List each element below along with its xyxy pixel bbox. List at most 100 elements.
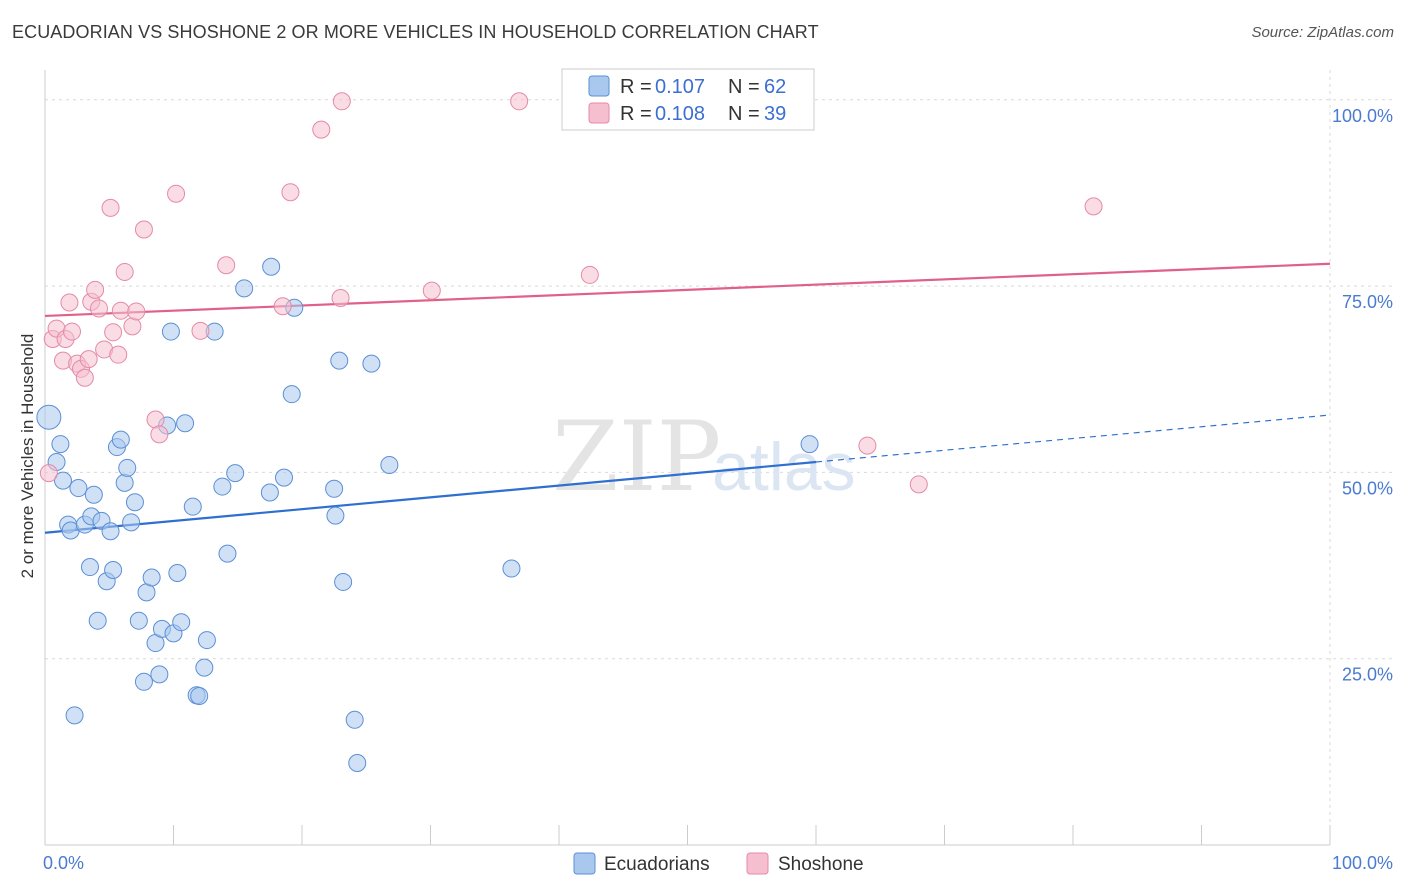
- point-shoshone-31: [331, 289, 350, 308]
- point-shoshone-0: [39, 464, 58, 483]
- point-shoshone-38: [1084, 197, 1103, 216]
- point-ecuadorians-38: [190, 686, 209, 705]
- point-ecuadorians-9: [80, 558, 99, 577]
- point-shoshone-24: [150, 425, 169, 444]
- point-ecuadorians-24: [134, 672, 153, 691]
- point-shoshone-23: [146, 410, 165, 429]
- chart-title: ECUADORIAN VS SHOSHONE 2 OR MORE VEHICLE…: [12, 22, 819, 42]
- point-shoshone-37: [909, 475, 928, 494]
- point-ecuadorians-57: [362, 354, 381, 373]
- trend-line-ecuadorians: [44, 460, 817, 534]
- point-shoshone-22: [134, 220, 153, 239]
- point-shoshone-18: [111, 301, 130, 320]
- point-ecuadorians-20: [118, 458, 137, 477]
- point-ecuadorians-0: [36, 404, 62, 430]
- point-ecuadorians-31: [161, 322, 180, 341]
- y-tick-label-1: 50.0%: [1342, 478, 1393, 498]
- point-shoshone-29: [281, 183, 300, 202]
- point-ecuadorians-58: [380, 455, 399, 474]
- point-shoshone-21: [127, 302, 146, 321]
- point-shoshone-32: [332, 92, 351, 111]
- legend-n-label-1: N =: [728, 76, 760, 98]
- point-shoshone-6: [62, 322, 81, 341]
- point-ecuadorians-33: [168, 564, 187, 583]
- point-ecuadorians-47: [262, 257, 281, 276]
- point-ecuadorians-50: [282, 385, 301, 404]
- legend-n-label-2: N =: [728, 103, 760, 125]
- point-shoshone-13: [89, 299, 108, 318]
- point-shoshone-35: [580, 265, 599, 284]
- point-ecuadorians-12: [88, 611, 107, 630]
- point-ecuadorians-53: [330, 351, 349, 370]
- legend-r-value-2: 0.108: [655, 103, 705, 125]
- point-shoshone-9: [75, 368, 94, 387]
- point-ecuadorians-59: [502, 559, 521, 578]
- legend-n-value-1: 62: [764, 76, 786, 98]
- point-ecuadorians-55: [345, 710, 364, 729]
- point-ecuadorians-51: [325, 479, 344, 498]
- point-ecuadorians-35: [176, 414, 195, 433]
- data-points: [36, 92, 1103, 773]
- point-ecuadorians-19: [115, 473, 134, 492]
- point-ecuadorians-45: [235, 279, 254, 298]
- point-ecuadorians-6: [65, 706, 84, 725]
- y-tick-label-2: 75.0%: [1342, 292, 1393, 312]
- source-label: Source: ZipAtlas.com: [1251, 24, 1394, 41]
- x-tick-labels: 0.0% 100.0%: [43, 853, 1393, 873]
- point-shoshone-20: [123, 317, 142, 336]
- point-ecuadorians-23: [129, 611, 148, 630]
- point-ecuadorians-43: [218, 544, 237, 563]
- point-ecuadorians-2: [51, 435, 70, 454]
- point-shoshone-36: [858, 436, 877, 455]
- point-shoshone-17: [109, 345, 128, 364]
- point-ecuadorians-52: [326, 506, 345, 525]
- legend-n-value-2: 39: [764, 103, 786, 125]
- point-ecuadorians-42: [213, 477, 232, 496]
- point-ecuadorians-34: [172, 613, 191, 632]
- point-ecuadorians-15: [101, 522, 120, 541]
- point-shoshone-25: [167, 184, 186, 203]
- point-shoshone-30: [312, 120, 331, 139]
- point-ecuadorians-7: [69, 479, 88, 498]
- point-shoshone-5: [60, 293, 79, 312]
- point-ecuadorians-56: [348, 754, 367, 773]
- point-shoshone-27: [217, 256, 236, 275]
- point-ecuadorians-28: [150, 665, 169, 684]
- series-legend: Ecuadorians Shoshone: [573, 852, 864, 875]
- legend-swatch-shoshone: [588, 102, 610, 124]
- point-ecuadorians-16: [104, 561, 123, 580]
- point-shoshone-34: [510, 92, 529, 111]
- y-tick-label-3: 100.0%: [1332, 106, 1393, 126]
- point-ecuadorians-46: [260, 483, 279, 502]
- watermark-zip: ZIP: [552, 401, 721, 513]
- legend-r-label-2: R =: [620, 103, 652, 125]
- legend-swatch-ecuadorians: [588, 75, 610, 97]
- trend-line-ecuadorians-extension: [815, 414, 1331, 463]
- series-legend-swatch-shoshone: [746, 852, 769, 875]
- point-shoshone-16: [104, 323, 123, 342]
- point-ecuadorians-22: [125, 493, 144, 512]
- point-ecuadorians-21: [122, 513, 141, 532]
- y-axis-title: 2 or more Vehicles in Household: [18, 334, 37, 579]
- point-ecuadorians-26: [142, 568, 161, 587]
- x-tick-label-0: 0.0%: [43, 853, 84, 873]
- point-ecuadorians-60: [800, 435, 819, 454]
- series-legend-swatch-ecuadorians: [573, 852, 596, 875]
- correlation-legend: R = 0.107 N = 62 R = 0.108 N = 39: [561, 68, 815, 131]
- watermark: ZIP atlas: [552, 401, 856, 513]
- point-shoshone-26: [191, 321, 210, 340]
- point-ecuadorians-3: [53, 471, 72, 490]
- point-ecuadorians-44: [226, 464, 245, 483]
- point-ecuadorians-11: [84, 485, 103, 504]
- point-shoshone-12: [86, 280, 105, 299]
- y-tick-label-0: 25.0%: [1342, 665, 1393, 685]
- trend-line-shoshone: [44, 262, 1331, 318]
- point-shoshone-15: [101, 198, 120, 217]
- point-ecuadorians-48: [275, 468, 294, 487]
- grid-lines: [45, 70, 1392, 845]
- legend-r-label-1: R =: [620, 76, 652, 98]
- point-ecuadorians-54: [334, 572, 353, 591]
- watermark-atlas: atlas: [712, 429, 856, 505]
- point-shoshone-10: [79, 350, 98, 369]
